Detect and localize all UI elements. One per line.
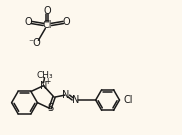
Text: Cl: Cl — [123, 95, 133, 105]
Text: +: + — [44, 77, 51, 86]
Text: N: N — [72, 95, 80, 105]
Text: O: O — [43, 6, 51, 16]
Text: O: O — [25, 17, 32, 27]
Text: ⁻O: ⁻O — [28, 38, 41, 48]
Text: N: N — [40, 81, 47, 91]
Text: Cl: Cl — [43, 20, 52, 30]
Text: N: N — [62, 90, 70, 100]
Text: O: O — [62, 17, 70, 27]
Text: CH₃: CH₃ — [36, 71, 53, 80]
Text: S: S — [47, 104, 53, 114]
